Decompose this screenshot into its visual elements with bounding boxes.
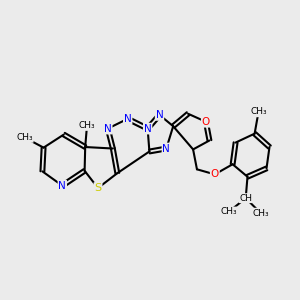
Text: N: N xyxy=(58,181,66,191)
Text: CH₃: CH₃ xyxy=(220,207,237,216)
Text: N: N xyxy=(104,124,112,134)
Text: N: N xyxy=(144,124,152,134)
Text: N: N xyxy=(156,110,164,120)
Text: N: N xyxy=(163,143,170,154)
Text: S: S xyxy=(94,183,101,193)
Text: CH₃: CH₃ xyxy=(16,133,33,142)
Text: CH₃: CH₃ xyxy=(79,121,95,130)
Text: CH₃: CH₃ xyxy=(252,208,269,217)
Text: CH₃: CH₃ xyxy=(250,107,267,116)
Text: O: O xyxy=(211,169,219,179)
Text: O: O xyxy=(202,117,210,127)
Text: CH: CH xyxy=(239,194,252,203)
Text: N: N xyxy=(124,114,132,124)
